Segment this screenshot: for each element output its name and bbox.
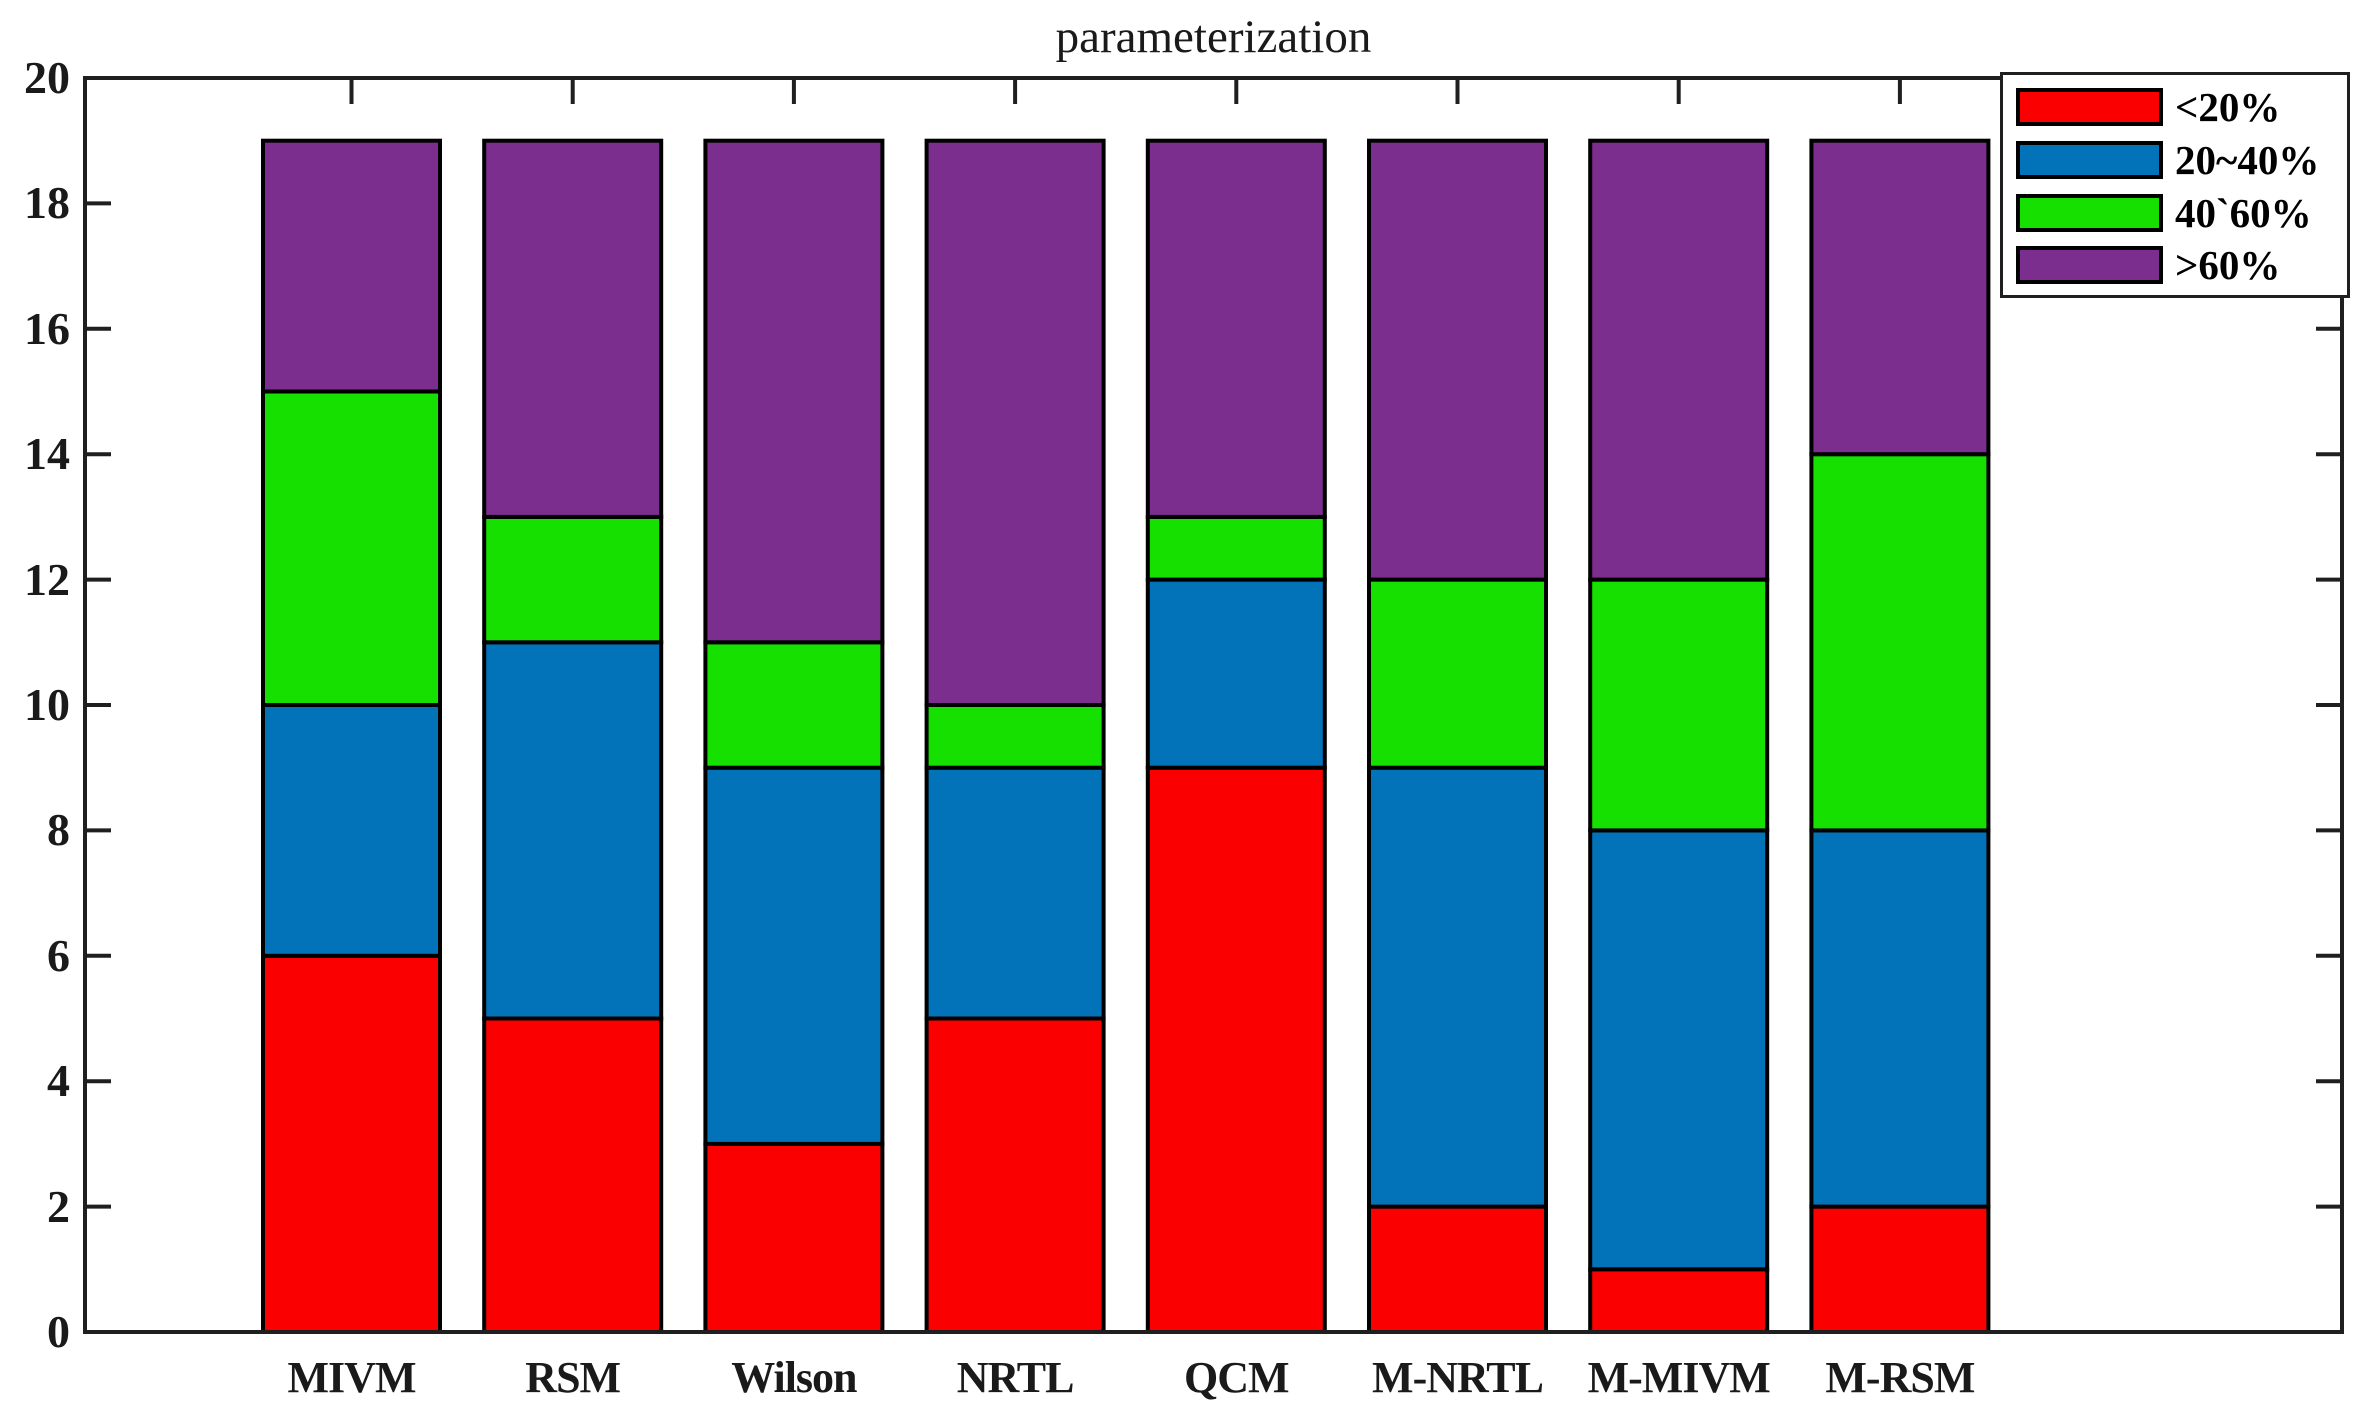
bar-segment-M-NRTL-s1: [1367, 765, 1548, 1209]
bar-segment-MIVM-s0: [261, 953, 442, 1334]
x-category-label-NRTL: NRTL: [956, 1353, 1075, 1402]
legend-swatch-2: [2016, 194, 2163, 232]
bar-segment-QCM-s1: [1145, 577, 1327, 770]
bar-segment-MIVM-s2: [261, 389, 442, 707]
x-category-label-RSM: RSM: [525, 1353, 621, 1402]
legend-label-3: >60%: [2175, 242, 2281, 288]
bar-segment-QCM-s3: [1145, 138, 1327, 519]
bar-segment-Wilson-s1: [703, 765, 885, 1146]
y-tick-label-0: 0: [47, 1306, 70, 1357]
y-tick-label-14: 14: [24, 428, 70, 480]
bar-segment-RSM-s2: [482, 514, 664, 645]
bar-segment-MIVM-s1: [261, 703, 442, 958]
x-category-label-M-MIVM: M-MIVM: [1587, 1353, 1771, 1402]
bar-segment-NRTL-s1: [924, 765, 1106, 1021]
x-category-label-M-NRTL: M-NRTL: [1372, 1353, 1544, 1402]
bar-segment-NRTL-s0: [924, 1016, 1106, 1334]
bar-segment-Wilson-s2: [703, 640, 885, 770]
legend-swatch-3: [2016, 246, 2163, 284]
bar-segment-M-RSM-s3: [1809, 138, 1991, 457]
legend-label-1: 20~40%: [2175, 137, 2320, 183]
bar-segment-Wilson-s3: [703, 138, 885, 645]
x-category-label-MIVM: MIVM: [287, 1353, 417, 1402]
bar-segment-Wilson-s0: [703, 1141, 885, 1335]
bar-segment-RSM-s3: [482, 138, 664, 519]
y-tick-label-20: 20: [24, 52, 70, 103]
bar-segment-M-MIVM-s2: [1588, 577, 1770, 833]
x-category-label-M-RSM: M-RSM: [1825, 1353, 1975, 1402]
y-tick-label-10: 10: [24, 679, 70, 730]
bar-segment-M-RSM-s2: [1809, 452, 1991, 833]
bar-segment-M-NRTL-s2: [1367, 577, 1548, 770]
y-tick-label-6: 6: [47, 929, 70, 981]
bar-segment-M-MIVM-s3: [1588, 138, 1770, 582]
bar-segment-RSM-s1: [482, 640, 664, 1021]
chart-title: parameterization: [1055, 11, 1372, 63]
legend-label-0: <20%: [2175, 84, 2281, 130]
axes-frame: [83, 76, 2344, 1334]
bar-segment-NRTL-s3: [924, 138, 1106, 707]
bar-segment-M-NRTL-s0: [1367, 1204, 1548, 1334]
legend-box: <20% 20~40% 40`60% >60%: [2000, 72, 2350, 298]
y-tick-label-12: 12: [24, 553, 70, 605]
legend-swatch-0: [2016, 88, 2163, 126]
legend-label-2: 40`60%: [2175, 190, 2312, 236]
bar-segment-M-NRTL-s3: [1367, 138, 1548, 582]
bar-segment-M-MIVM-s1: [1588, 828, 1770, 1272]
bar-segment-M-MIVM-s0: [1588, 1267, 1770, 1335]
y-tick-label-18: 18: [24, 177, 70, 229]
y-tick-label-4: 4: [47, 1055, 70, 1107]
bar-segment-QCM-s2: [1145, 514, 1327, 582]
x-category-label-Wilson: Wilson: [731, 1353, 857, 1402]
bar-segment-QCM-s0: [1145, 765, 1327, 1334]
y-tick-label-8: 8: [47, 804, 70, 856]
legend-swatch-1: [2016, 141, 2163, 179]
bar-segment-MIVM-s3: [261, 138, 442, 394]
bar-segment-NRTL-s2: [924, 703, 1106, 770]
bar-segment-RSM-s0: [482, 1016, 664, 1334]
bar-segment-M-RSM-s1: [1809, 828, 1991, 1209]
y-tick-label-16: 16: [24, 302, 70, 354]
y-tick-label-2: 2: [47, 1180, 70, 1232]
x-category-label-QCM: QCM: [1184, 1353, 1290, 1402]
bar-segment-M-RSM-s0: [1809, 1204, 1991, 1334]
